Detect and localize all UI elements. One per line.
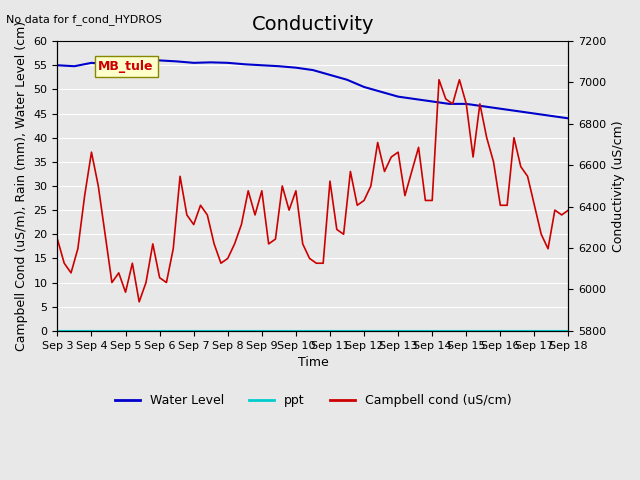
- Y-axis label: Campbell Cond (uS/m), Rain (mm), Water Level (cm): Campbell Cond (uS/m), Rain (mm), Water L…: [15, 21, 28, 351]
- Text: No data for f_cond_HYDROS: No data for f_cond_HYDROS: [6, 14, 163, 25]
- X-axis label: Time: Time: [298, 356, 328, 369]
- Text: MB_tule: MB_tule: [99, 60, 154, 73]
- Y-axis label: Conductivity (uS/cm): Conductivity (uS/cm): [612, 120, 625, 252]
- Legend: Water Level, ppt, Campbell cond (uS/cm): Water Level, ppt, Campbell cond (uS/cm): [109, 389, 516, 412]
- Title: Conductivity: Conductivity: [252, 15, 374, 34]
